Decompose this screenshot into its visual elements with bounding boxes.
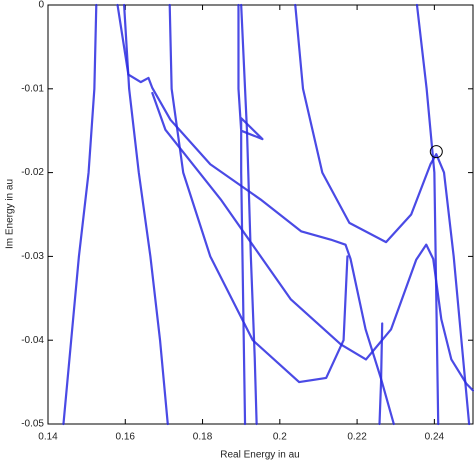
trajectory: [415, 3, 440, 426]
x-tick-label: 0.24: [425, 432, 445, 443]
x-tick-label: 0.22: [347, 432, 367, 443]
trajectory: [237, 3, 264, 426]
y-tick-label: -0.02: [21, 167, 44, 178]
x-axis-title: Real Energy in au: [220, 450, 300, 461]
x-tick-label: 0.16: [116, 432, 136, 443]
y-axis-title: Im Energy in au: [5, 179, 16, 249]
highlight-circle: [429, 145, 443, 159]
y-tick-label: -0.03: [21, 251, 44, 262]
plot-frame: [47, 4, 474, 425]
y-tick-label: -0.05: [21, 419, 44, 430]
trajectory: [378, 322, 384, 426]
x-tick-label: 0.2: [273, 432, 287, 443]
x-tick-label: 0.18: [193, 432, 213, 443]
y-tick-label: -0.01: [21, 83, 44, 94]
trajectory: [240, 3, 258, 426]
x-tick-label: 0.14: [38, 432, 58, 443]
trajectory: [123, 3, 169, 426]
y-tick-label: 0: [38, 0, 44, 11]
trajectory: [168, 3, 349, 384]
trajectory: [62, 3, 98, 426]
trajectory: [294, 3, 471, 426]
trajectory: [116, 3, 395, 426]
trajectory: [151, 91, 474, 392]
y-tick-label: -0.04: [21, 335, 44, 346]
